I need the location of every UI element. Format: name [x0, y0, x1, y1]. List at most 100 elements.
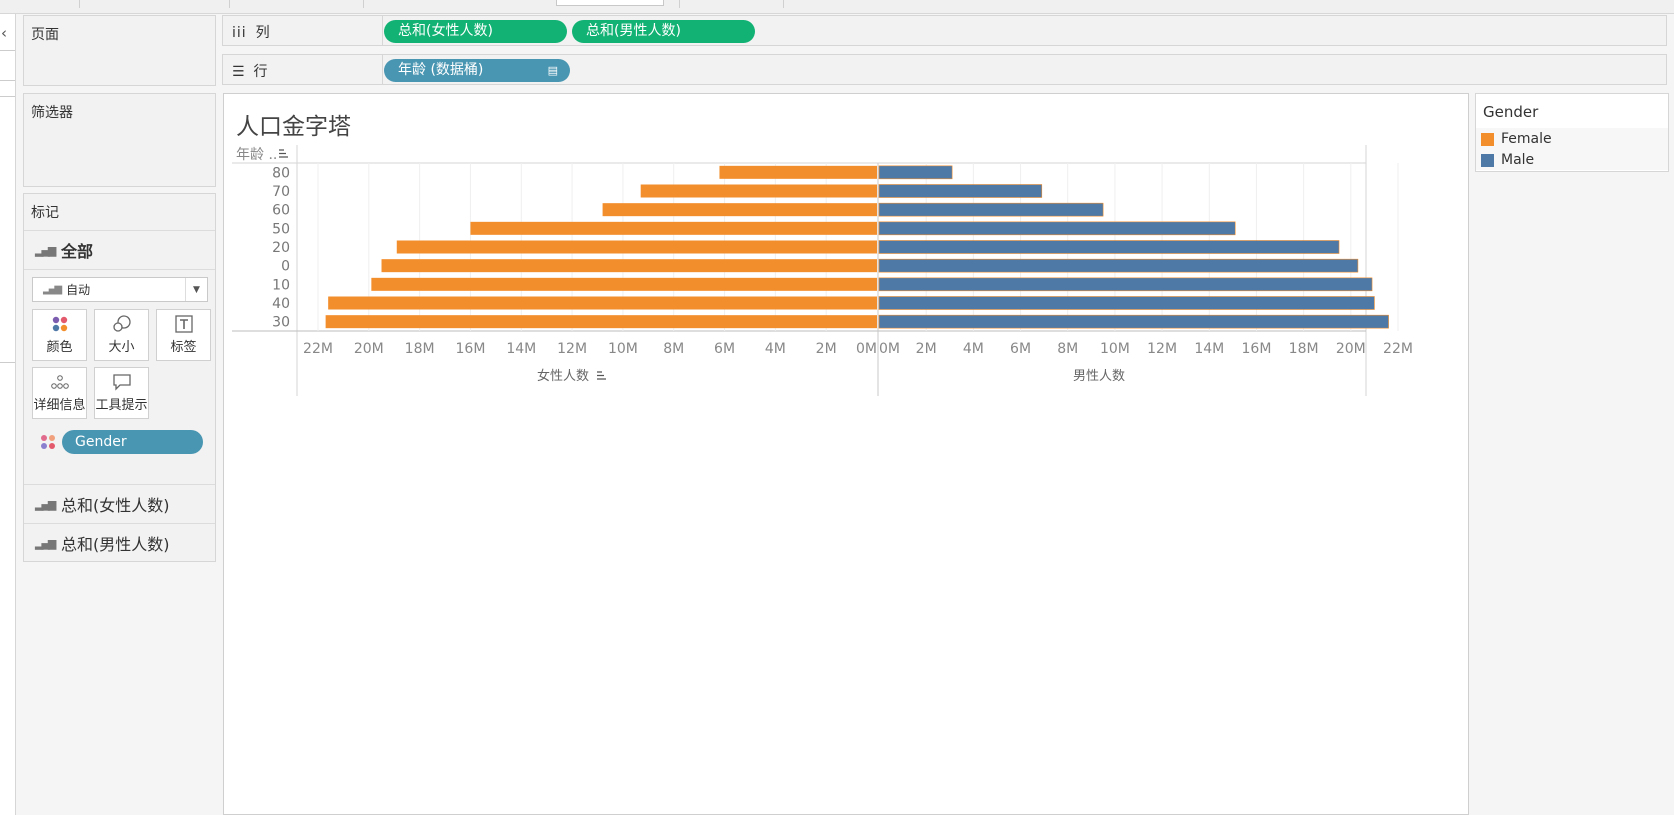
legend-title: Gender	[1483, 103, 1539, 121]
collapsed-data-pane: ‹	[0, 14, 16, 815]
color-button[interactable]: 颜色	[32, 309, 87, 361]
bar-male	[878, 296, 1375, 310]
pages-card[interactable]: 页面	[23, 15, 216, 86]
y-tick-label: 0	[281, 259, 290, 275]
x-tick-label: 22M	[303, 341, 333, 357]
detail-dots-icon	[33, 368, 86, 394]
bar-chart-icon: ▂▄▆	[43, 284, 62, 295]
color-button-label: 颜色	[46, 340, 73, 355]
x-tick-label: 12M	[1147, 341, 1177, 357]
x-tick-label: 10M	[608, 341, 638, 357]
bar-male	[878, 221, 1236, 236]
marks-all-tab[interactable]: ▂▄▆ 全部	[24, 230, 215, 269]
filters-card[interactable]: 筛选器	[23, 93, 216, 187]
x-tick-label: 2M	[816, 341, 837, 357]
sort-descending-icon	[279, 149, 288, 158]
label-button-label: 标签	[170, 340, 197, 355]
tooltip-button-label: 工具提示	[95, 398, 148, 413]
sort-descending-icon	[597, 371, 606, 380]
bar-male	[878, 240, 1340, 254]
x-tick-label: 16M	[456, 341, 486, 357]
rows-label: 行	[253, 64, 268, 80]
filters-title: 筛选器	[31, 105, 73, 121]
worksheet-view: 人口金字塔 0M 0M 2M 2M 4M 4M 6M 6M 8M 8M 10M 10M 12M 12M 14…	[223, 93, 1469, 815]
bar-male	[878, 165, 953, 180]
marks-all-label: 全部	[61, 242, 94, 261]
legend-item-male[interactable]: Male	[1481, 151, 1534, 169]
speech-bubble-icon	[95, 368, 148, 394]
legend-label: Female	[1501, 131, 1552, 147]
x-tick-label: 6M	[714, 341, 735, 357]
tab-divider	[79, 0, 80, 8]
legend-item-female[interactable]: Female	[1481, 130, 1552, 148]
worksheet-title: 人口金字塔	[236, 114, 351, 140]
bar-female	[325, 315, 877, 329]
size-button[interactable]: 大小	[94, 309, 149, 361]
right-axis-title: 男性人数	[1073, 369, 1125, 384]
legend-label: Male	[1501, 152, 1535, 168]
bar-male	[878, 258, 1359, 273]
age-bin-pill[interactable]: 年龄 (数据桶) ▤	[384, 59, 570, 82]
x-tick-label: 0M	[856, 341, 877, 357]
x-tick-label: 22M	[1383, 341, 1413, 357]
sort-descending-icon[interactable]: ▤	[547, 64, 558, 77]
size-button-label: 大小	[108, 340, 135, 355]
x-tick-label: 14M	[1194, 341, 1224, 357]
y-tick-label: 60	[272, 203, 290, 219]
color-dots-icon	[33, 310, 86, 336]
age-bin-pill-label: 年龄 (数据桶)	[398, 62, 484, 78]
rows-icon: ☰	[232, 64, 245, 80]
tab-divider	[783, 0, 784, 8]
shelf-divider	[382, 55, 383, 84]
bar-female	[328, 296, 877, 310]
pane-separator	[0, 362, 15, 363]
bar-female	[371, 277, 877, 291]
tab-divider	[679, 0, 680, 8]
legend-band	[1476, 128, 1668, 170]
collapse-chevron-icon[interactable]: ‹	[1, 24, 7, 42]
bar-female	[396, 240, 877, 254]
chevron-down-icon[interactable]: ▼	[185, 278, 207, 301]
bar-female	[470, 221, 877, 235]
bar-male	[878, 277, 1373, 292]
color-dots-icon	[41, 435, 57, 451]
text-label-icon	[157, 310, 210, 336]
mark-type-value: 自动	[66, 283, 91, 297]
x-tick-label: 12M	[557, 341, 587, 357]
x-tick-label: 10M	[1100, 341, 1130, 357]
x-tick-label: 20M	[1336, 341, 1366, 357]
gender-legend: Gender Female Male	[1475, 93, 1669, 172]
tooltip-button[interactable]: 工具提示	[94, 367, 149, 419]
pane-separator	[0, 96, 15, 97]
detail-button[interactable]: 详细信息	[32, 367, 87, 419]
bar-chart-icon: ▂▄▆	[35, 243, 56, 257]
sheet-tab[interactable]	[556, 0, 664, 6]
marks-male-measure-tab[interactable]: ▂▄▆ 总和(男性人数)	[24, 523, 215, 562]
mark-type-dropdown[interactable]: ▂▄▆ 自动 ▼	[32, 277, 208, 302]
rows-shelf[interactable]: ☰ 行 年龄 (数据桶) ▤	[222, 54, 1667, 85]
y-tick-label: 20	[272, 240, 290, 256]
pane-separator	[0, 80, 15, 81]
row-header-label: 年龄 ..	[236, 147, 277, 163]
pages-title: 页面	[31, 27, 59, 43]
marks-card: 标记 ▂▄▆ 全部 ▂▄▆ 自动 ▼ 颜色 大小 标签	[23, 193, 216, 562]
x-tick-label: 16M	[1242, 341, 1272, 357]
x-tick-label: 14M	[506, 341, 536, 357]
x-tick-label: 0M	[879, 341, 900, 357]
bar-male	[878, 314, 1389, 329]
y-tick-label: 70	[272, 184, 290, 200]
male-sum-pill[interactable]: 总和(男性人数)	[572, 20, 755, 43]
size-circles-icon	[95, 310, 148, 336]
gender-color-pill[interactable]: Gender	[62, 430, 203, 454]
bar-female	[719, 165, 877, 179]
columns-icon: iii	[232, 25, 247, 41]
columns-shelf-label: iii 列	[232, 22, 270, 42]
marks-female-measure-tab[interactable]: ▂▄▆ 总和(女性人数)	[24, 484, 215, 523]
female-sum-pill[interactable]: 总和(女性人数)	[384, 20, 567, 43]
shelf-divider	[382, 16, 383, 45]
divider	[24, 269, 215, 270]
bar-female	[381, 259, 877, 273]
x-tick-label: 4M	[765, 341, 786, 357]
columns-shelf[interactable]: iii 列 总和(女性人数) 总和(男性人数)	[222, 15, 1667, 46]
label-button[interactable]: 标签	[156, 309, 211, 361]
